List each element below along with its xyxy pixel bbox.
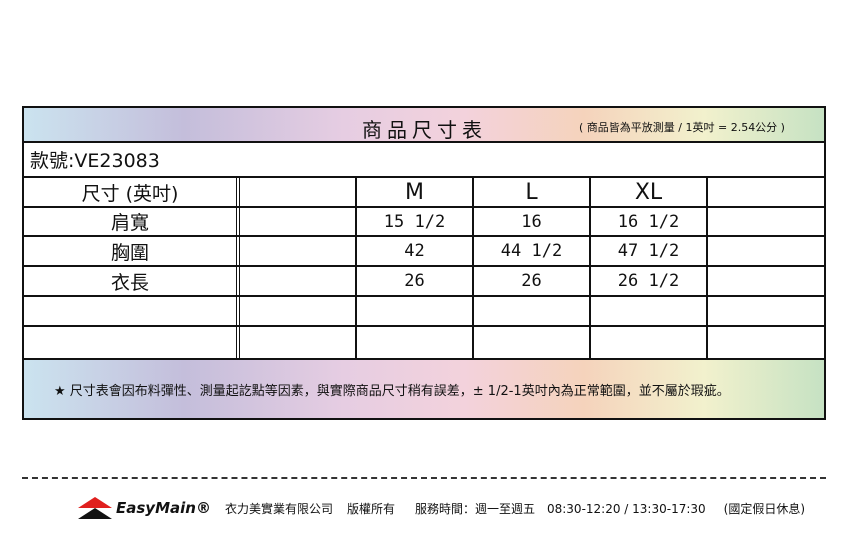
easymain-logo: EasyMain® [78,497,211,519]
table-cell: 16 [474,208,591,235]
table-cell: 16 1/2 [591,208,708,235]
table-cell [240,208,357,235]
company-name: 衣力美實業有限公司 [224,501,333,516]
column-header: L [474,178,591,206]
holiday-note: (國定假日休息) [723,501,806,516]
size-header-row: 尺寸 (英吋) M L XL [24,178,824,208]
table-cell [708,267,824,295]
model-number: 款號:VE23083 [24,143,824,178]
table-cell: 26 [474,267,591,295]
page-title: 商品尺寸表 [362,118,487,142]
footnote: ★ 尺寸表會因布料彈性、測量起訖點等因素，與實際商品尺寸稍有誤差，± 1/2-1… [24,360,824,418]
table-cell [474,327,591,358]
table-cell [240,327,357,358]
table-row: 胸圍 42 44 1/2 47 1/2 [24,237,824,267]
footer: EasyMain® 衣力美實業有限公司 版權所有 服務時間：週一至週五 08:3… [78,497,805,519]
service-hours: 服務時間：週一至週五 08:30-12:20 / 13:30-17:30 [414,501,706,516]
table-cell [708,237,824,265]
table-cell [24,327,240,358]
column-header: 尺寸 (英吋) [24,178,240,206]
table-cell: 15 1/2 [357,208,474,235]
table-cell [24,297,240,325]
divider [22,477,826,479]
table-cell: 胸圍 [24,237,240,265]
table-header-row: 商品尺寸表 ( 商品皆為平放測量 / 1英吋 = 2.54公分 ) [24,108,824,143]
brand-name: EasyMain® [116,499,211,517]
table-cell: 肩寬 [24,208,240,235]
table-cell: 47 1/2 [591,237,708,265]
table-row: 衣長 26 26 26 1/2 [24,267,824,297]
column-header [708,178,824,206]
table-cell [357,327,474,358]
table-cell: 26 1/2 [591,267,708,295]
table-cell: 26 [357,267,474,295]
mountain-logo-icon [78,497,112,519]
column-header: XL [591,178,708,206]
size-chart-table: 商品尺寸表 ( 商品皆為平放測量 / 1英吋 = 2.54公分 ) 款號:VE2… [22,106,826,420]
table-row [24,297,824,327]
table-row [24,327,824,360]
table-cell: 42 [357,237,474,265]
rights: 版權所有 [346,501,395,516]
measurement-note: ( 商品皆為平放測量 / 1英吋 = 2.54公分 ) [579,121,785,134]
table-cell [474,297,591,325]
column-header: M [357,178,474,206]
table-cell [708,297,824,325]
table-cell [591,297,708,325]
table-cell [357,297,474,325]
column-header [240,178,357,206]
table-cell [591,327,708,358]
table-cell [708,327,824,358]
table-row: 肩寬 15 1/2 16 16 1/2 [24,208,824,237]
table-cell [240,297,357,325]
table-cell [240,267,357,295]
table-cell: 衣長 [24,267,240,295]
table-cell [708,208,824,235]
table-cell: 44 1/2 [474,237,591,265]
table-cell [240,237,357,265]
